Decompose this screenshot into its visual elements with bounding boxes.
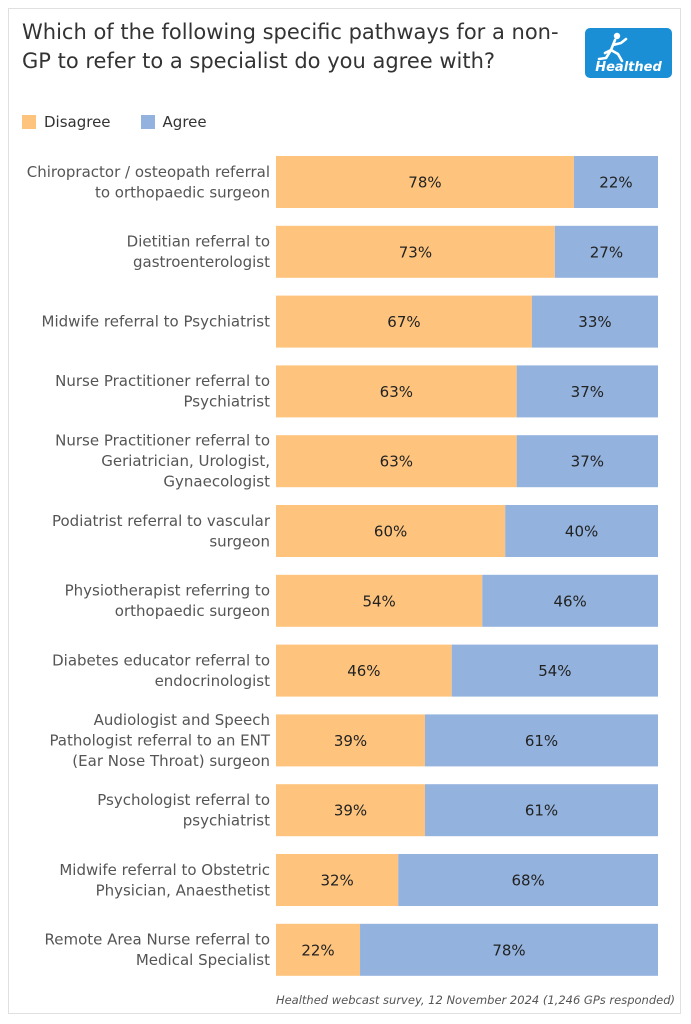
- category-label-line: Audiologist and Speech: [94, 711, 270, 729]
- data-label-agree: 27%: [590, 243, 623, 261]
- category-label-line: Midwife referral to Obstetric: [59, 861, 270, 879]
- data-label-disagree: 60%: [374, 523, 407, 541]
- bar-agree: [573, 156, 658, 208]
- bar-disagree: [276, 923, 361, 976]
- category-label-line: Gynaecologist: [163, 473, 270, 491]
- data-label-agree: 61%: [525, 732, 558, 750]
- category-label: Physiotherapist referring to orthopaedic …: [65, 582, 270, 621]
- data-label-disagree: 78%: [408, 174, 441, 192]
- bar-agree: [531, 295, 658, 348]
- chart-frame: [8, 8, 681, 1014]
- bar-agree: [424, 784, 658, 837]
- bar-disagree: [276, 295, 532, 348]
- data-label-agree: 22%: [599, 174, 632, 192]
- category-label-line: Physician, Anaesthetist: [96, 881, 271, 899]
- category-label-line: Psychiatrist: [184, 393, 271, 411]
- category-label-line: gastroenterologist: [133, 253, 270, 271]
- data-label-agree: 68%: [511, 872, 544, 890]
- running-figure-icon: [597, 32, 628, 63]
- data-label-disagree: 73%: [399, 243, 432, 261]
- bar-disagree: [276, 574, 483, 627]
- category-label-line: Diabetes educator referral to: [52, 651, 270, 669]
- bar-agree: [424, 714, 658, 767]
- category-label-line: orthopaedic surgeon: [115, 602, 270, 620]
- data-label-agree: 54%: [538, 662, 571, 680]
- category-label: Chiropractor / osteopath referral to orth…: [27, 163, 270, 202]
- category-label-line: Nurse Practitioner referral to: [55, 372, 270, 390]
- data-label-agree: 37%: [571, 383, 604, 401]
- category-label: Audiologist and Speech Pathologist referr…: [49, 711, 270, 770]
- bar-agree: [451, 644, 658, 697]
- data-label-disagree: 39%: [334, 802, 367, 820]
- bar-agree: [398, 854, 658, 906]
- category-label-line: Medical Specialist: [136, 951, 270, 969]
- data-label-disagree: 32%: [320, 872, 353, 890]
- category-label-line: Pathologist referral to an ENT: [49, 731, 270, 749]
- category-label-line: Physiotherapist referring to: [65, 582, 270, 600]
- bar-agree: [360, 923, 658, 976]
- category-label-line: psychiatrist: [183, 811, 270, 829]
- category-label: Nurse Practitioner referral to Geriatrici…: [55, 432, 270, 491]
- bar-disagree: [276, 854, 399, 906]
- bar-agree: [482, 574, 658, 627]
- category-label-line: Chiropractor / osteopath referral: [27, 163, 270, 181]
- data-label-agree: 37%: [571, 453, 604, 471]
- bar-disagree: [276, 435, 517, 488]
- source-footnote: Healthed webcast survey, 12 November 202…: [275, 993, 675, 1007]
- category-label-line: to orthopaedic surgeon: [95, 183, 270, 201]
- legend-item-agree: Agree: [140, 113, 207, 131]
- data-label-disagree: 22%: [301, 941, 334, 959]
- data-label-agree: 78%: [492, 941, 525, 959]
- category-label: Remote Area Nurse referral to Medical Spe…: [45, 931, 271, 970]
- category-label-line: (Ear Nose Throat) surgeon: [72, 752, 270, 770]
- data-label-disagree: 46%: [347, 662, 380, 680]
- legend: Disagree Agree: [22, 112, 237, 132]
- bar-agree: [505, 505, 658, 557]
- bar-agree: [554, 225, 658, 278]
- bar-agree: [516, 365, 658, 418]
- category-label: Podiatrist referral to vascular surgeon: [52, 512, 271, 551]
- category-label-line: Geriatrician, Urologist,: [101, 452, 270, 470]
- bar-disagree: [276, 225, 555, 278]
- chart-title: Which of the following specific pathways…: [22, 20, 559, 73]
- category-label: Diabetes educator referral to endocrinolo…: [52, 651, 270, 690]
- category-label: Midwife referral to Psychiatrist: [42, 313, 271, 331]
- data-label-agree: 40%: [565, 523, 598, 541]
- legend-item-disagree: Disagree: [22, 113, 111, 131]
- category-label: Midwife referral to Obstetric Physician, …: [59, 861, 270, 900]
- bar-disagree: [276, 784, 425, 837]
- bar-disagree: [276, 505, 506, 557]
- category-label-line: Psychologist referral to: [97, 791, 270, 809]
- data-label-agree: 46%: [553, 592, 586, 610]
- legend-label-disagree: Disagree: [44, 113, 111, 131]
- legend-swatch-disagree: [22, 115, 36, 129]
- category-label-line: Podiatrist referral to vascular: [52, 512, 271, 530]
- data-label-agree: 33%: [578, 313, 611, 331]
- legend-swatch-agree: [140, 115, 155, 129]
- category-label-line: Remote Area Nurse referral to: [45, 931, 270, 949]
- bar-disagree: [276, 644, 452, 697]
- bar-disagree: [276, 156, 574, 208]
- data-label-disagree: 63%: [380, 383, 413, 401]
- healthed-logo: Healthed: [585, 28, 672, 78]
- bar-agree: [516, 435, 658, 488]
- bar-disagree: [276, 365, 517, 418]
- logo-text: Healthed: [595, 60, 662, 75]
- data-label-agree: 61%: [525, 802, 558, 820]
- category-label-line: Nurse Practitioner referral to: [55, 432, 270, 450]
- legend-label-agree: Agree: [162, 113, 207, 131]
- category-label-line: surgeon: [209, 532, 270, 550]
- data-label-disagree: 67%: [387, 313, 420, 331]
- category-label-line: Midwife referral to Psychiatrist: [42, 313, 271, 331]
- category-label: Dietitian referral to gastroenterologist: [127, 233, 270, 272]
- category-label: Nurse Practitioner referral to Psychiatri…: [55, 372, 270, 411]
- data-label-disagree: 54%: [362, 592, 395, 610]
- data-label-disagree: 63%: [380, 453, 413, 471]
- bar-disagree: [276, 714, 425, 767]
- data-label-disagree: 39%: [334, 732, 367, 750]
- category-label: Psychologist referral to psychiatrist: [97, 791, 270, 830]
- category-label-line: endocrinologist: [155, 672, 271, 690]
- category-label-line: Dietitian referral to: [127, 233, 270, 251]
